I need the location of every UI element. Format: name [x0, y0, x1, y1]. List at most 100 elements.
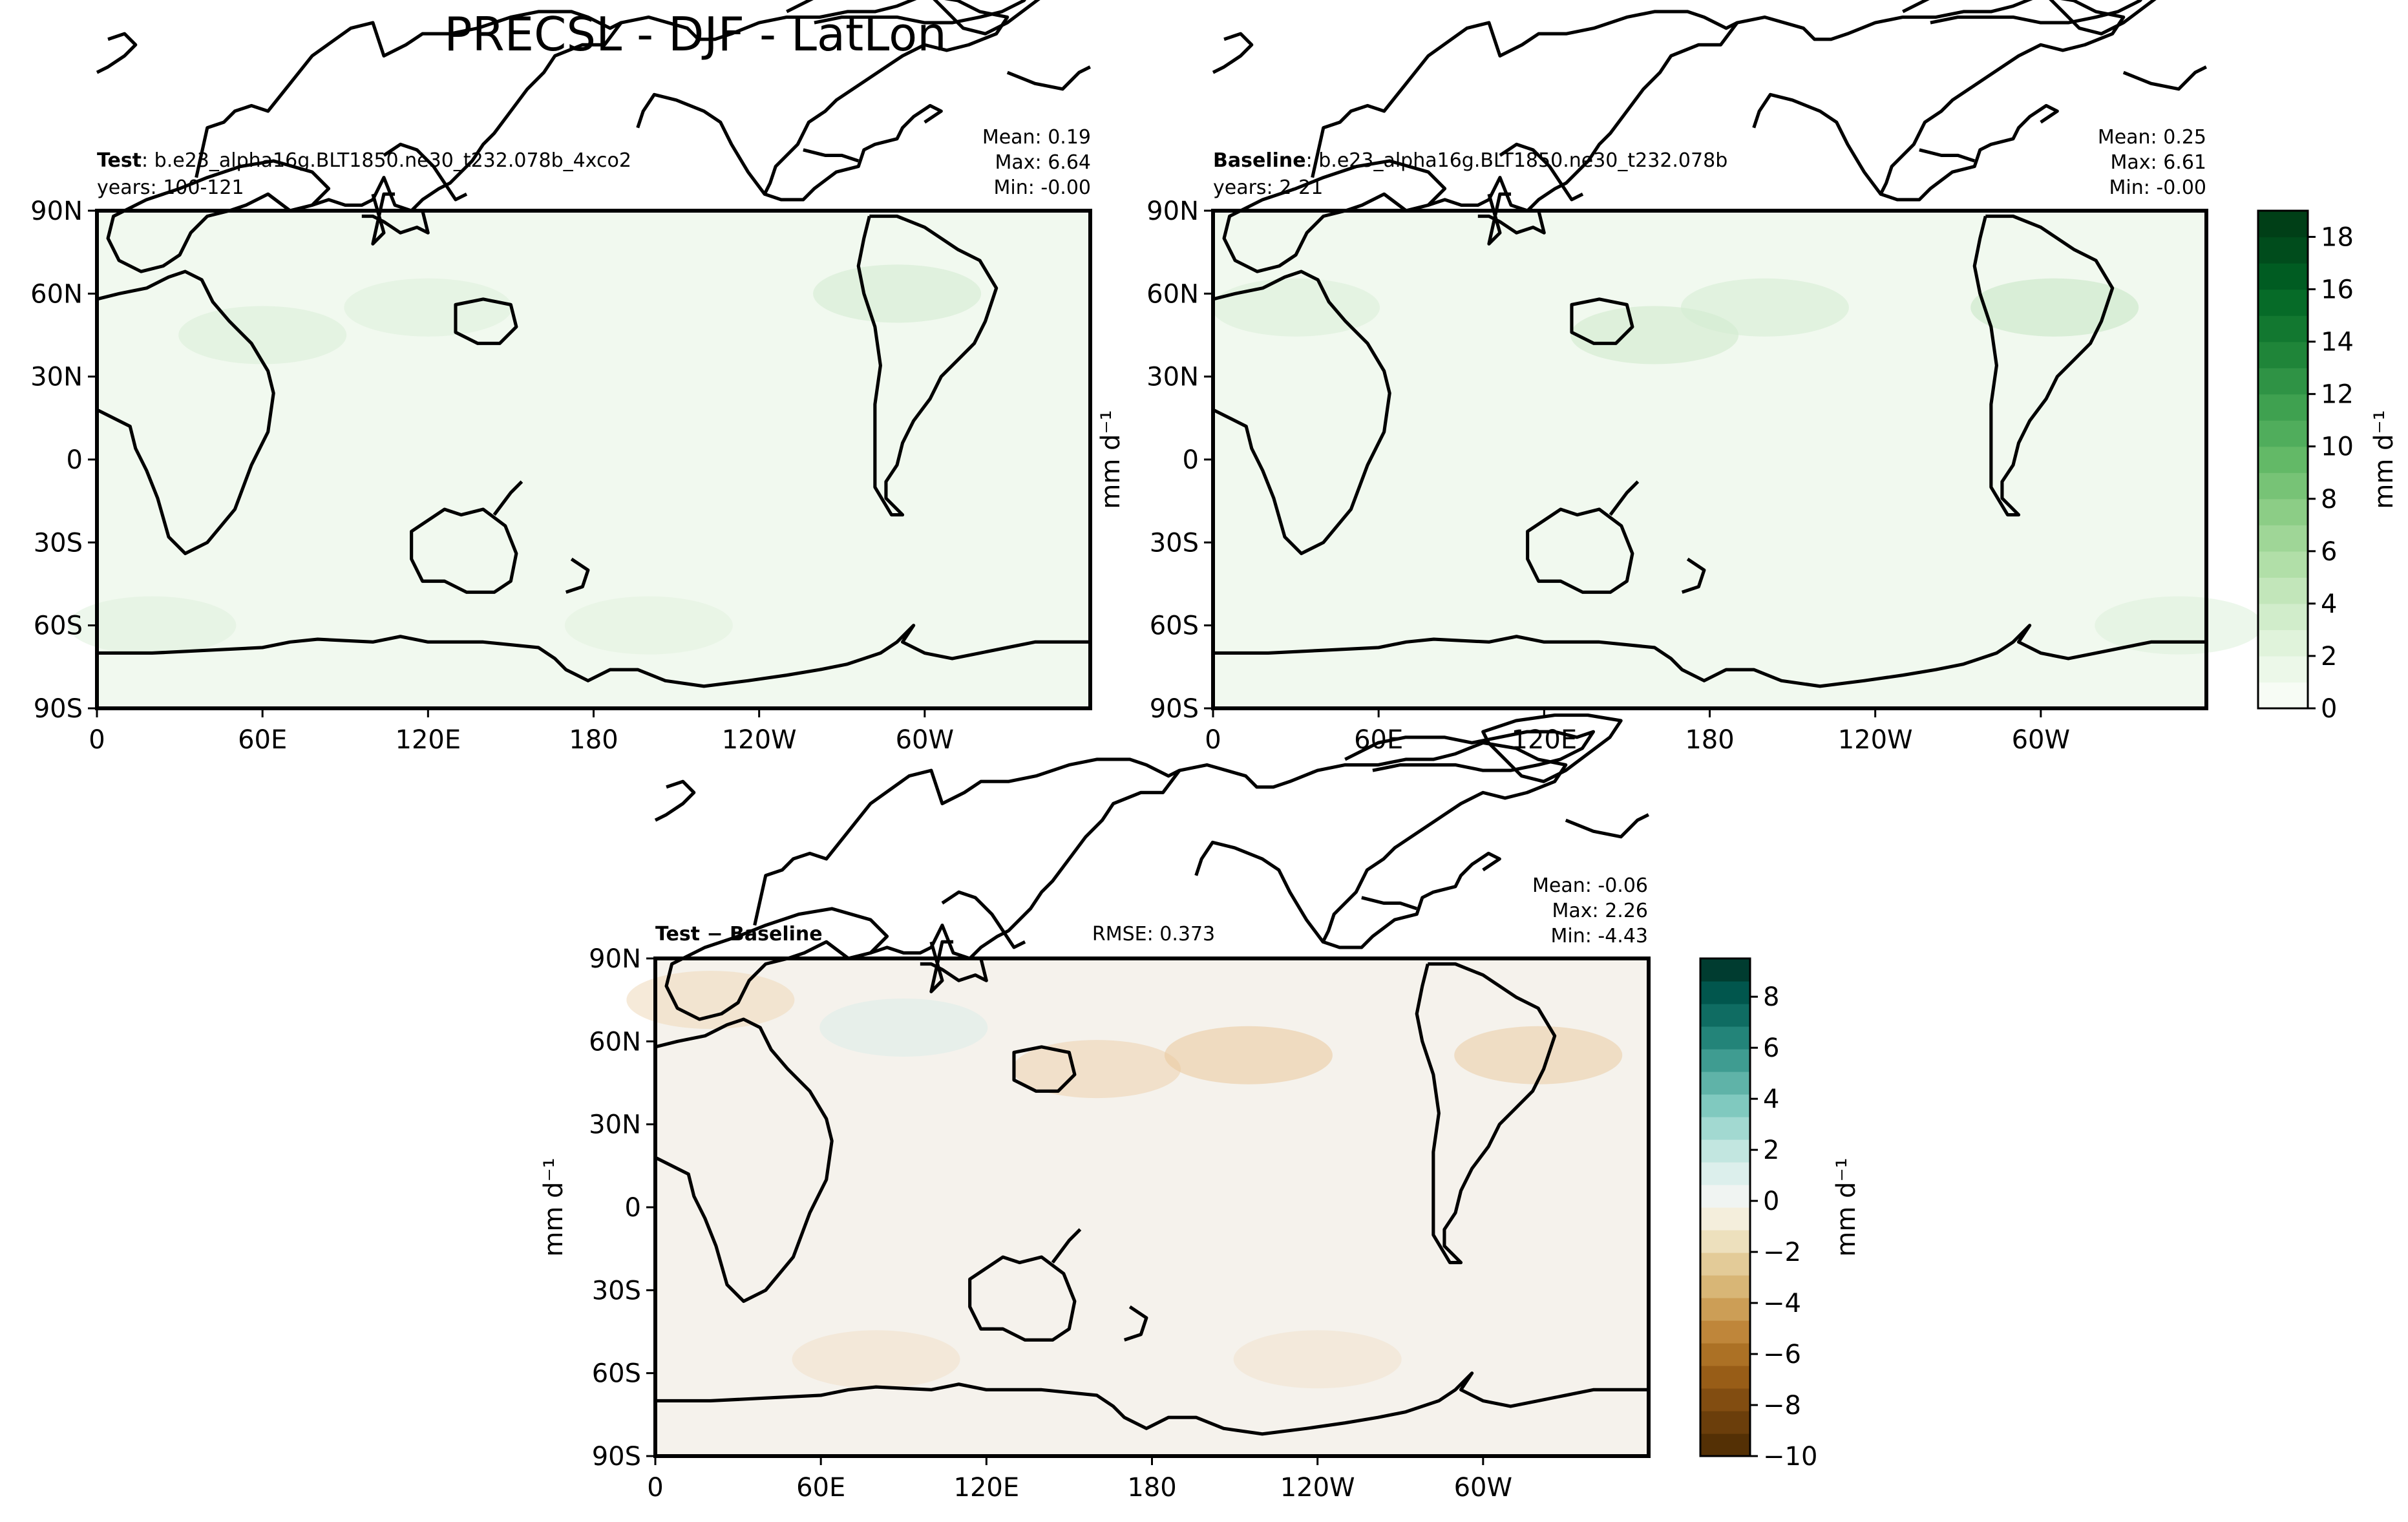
x-tick-label: 120E: [954, 1473, 1020, 1503]
colorbar-bin: [1700, 1388, 1750, 1411]
y-tick-label: 0: [1183, 445, 1199, 475]
baseline-map-features: [1212, 278, 2263, 655]
x-tick-label: 180: [1685, 725, 1734, 755]
colorbar-bin: [1700, 1298, 1750, 1321]
map-feature: [1233, 1330, 1402, 1389]
colorbar-bin: [1700, 1004, 1750, 1027]
colorbar-bin: [1700, 1117, 1750, 1140]
test-years: years: 100-121: [97, 176, 244, 199]
colorbar-bin: [1700, 1433, 1750, 1457]
x-tick-label: 180: [569, 725, 618, 755]
colorbar-bin: [2258, 211, 2308, 238]
colorbar-tick-label: 2: [2321, 642, 2337, 671]
colorbar-bin: [2258, 472, 2308, 500]
difference-map-features: [626, 971, 1623, 1389]
y-tick-label: 30N: [1146, 363, 1199, 392]
baseline-stat-min: Min: -0.00: [2109, 176, 2207, 199]
colorbar-bin: [2258, 394, 2308, 421]
colorbar-bin: [2258, 315, 2308, 343]
map-feature: [2095, 596, 2263, 655]
colorbar-bin: [1700, 1049, 1750, 1072]
colorbar-precip-bins: [2258, 211, 2308, 709]
test-map-features: [68, 264, 982, 655]
y-tick-label: 30S: [1150, 528, 1199, 558]
test-axis-ticks: 0 60E 120E 180 120W 60W 90N 60N 30N 0 30S 60S 90S: [30, 196, 954, 755]
map-feature: [1970, 278, 2139, 337]
colorbar-bin: [2258, 525, 2308, 552]
colorbar-tick-label: −8: [1763, 1391, 1801, 1421]
colorbar-bin: [1700, 1366, 1750, 1389]
map-feature: [1212, 278, 1380, 337]
map-feature: [1013, 1040, 1181, 1099]
x-tick-label: 0: [647, 1473, 663, 1503]
colorbar-difference-label: mm d⁻¹: [1832, 1157, 1861, 1256]
colorbar-tick-label: 6: [1763, 1033, 1779, 1063]
colorbar-precip-label: mm d⁻¹: [2369, 410, 2399, 509]
colorbar-bin: [1700, 1411, 1750, 1434]
colorbar-tick-label: 6: [2321, 537, 2337, 567]
colorbar-bin: [1700, 1343, 1750, 1366]
colorbar-difference-frame: [1699, 957, 1751, 1457]
colorbar-bin: [1700, 1252, 1750, 1276]
map-feature: [813, 264, 982, 323]
colorbar-tick-label: 0: [2321, 694, 2337, 724]
map-feature: [564, 596, 733, 655]
colorbar-difference-ticks: 8 6 4 2 0 −2 −4 −6 −8 −10: [1750, 982, 1817, 1472]
y-tick-label: 30S: [592, 1276, 641, 1305]
map-feature: [819, 998, 988, 1057]
colorbar-bin: [2258, 603, 2308, 631]
y-tick-label: 30N: [589, 1110, 641, 1140]
x-tick-label: 0: [89, 725, 105, 755]
y-tick-label: 90N: [1146, 196, 1199, 226]
x-tick-label: 120E: [396, 725, 461, 755]
y-tick-label: 60N: [589, 1027, 641, 1057]
colorbar-bin: [1700, 1094, 1750, 1117]
test-panel-title: Test: b.e23_alpha16g.BLT1850.ne30_t232.0…: [97, 149, 631, 172]
colorbar-tick-label: −10: [1763, 1442, 1817, 1472]
difference-stat-max: Max: 2.26: [1552, 900, 1648, 922]
colorbar-bin: [2258, 655, 2308, 683]
map-feature: [1680, 278, 1849, 337]
x-tick-label: 120W: [1280, 1473, 1355, 1503]
difference-ylabel: mm d⁻¹: [539, 1157, 569, 1256]
colorbar-bin: [2258, 341, 2308, 368]
colorbar-tick-label: 0: [1763, 1187, 1779, 1216]
colorbar-bin: [1700, 1185, 1750, 1208]
baseline-panel-title: Baseline: b.e23_alpha16g.BLT1850.ne30_t2…: [1213, 149, 1727, 172]
y-tick-label: 30S: [34, 528, 83, 558]
difference-axis-ticks: 0 60E 120E 180 120W 60W 90N 60N 30N 0 30S 60S 90S: [589, 944, 1512, 1503]
y-tick-label: 0: [67, 445, 83, 475]
colorbar-tick-label: 18: [2321, 223, 2354, 253]
colorbar-bin: [1700, 1026, 1750, 1050]
test-stat-max: Max: 6.64: [995, 151, 1091, 174]
y-tick-label: 60S: [34, 611, 83, 641]
x-tick-label: 60E: [796, 1473, 845, 1503]
colorbar-bin: [1700, 981, 1750, 1004]
x-tick-label: 180: [1127, 1473, 1176, 1503]
baseline-stat-max: Max: 6.61: [2111, 151, 2206, 174]
colorbar-bin: [2258, 682, 2308, 709]
y-tick-label: 90N: [30, 196, 83, 226]
colorbar-bin: [2258, 263, 2308, 290]
colorbar-bin: [2258, 420, 2308, 447]
y-tick-label: 60S: [592, 1359, 641, 1389]
baseline-stat-mean: Mean: 0.25: [2098, 126, 2206, 149]
colorbar-tick-label: −6: [1763, 1340, 1801, 1369]
x-tick-label: 120W: [1838, 725, 1913, 755]
difference-stat-min: Min: -4.43: [1551, 925, 1649, 947]
difference-panel-title: Test − Baseline: [655, 923, 823, 946]
y-tick-label: 90S: [592, 1442, 641, 1472]
colorbar-bin: [2258, 237, 2308, 264]
difference-panel: Test − Baseline RMSE: 0.373 Mean: -0.06 …: [539, 715, 1651, 1503]
baseline-years: years: 2-21: [1213, 176, 1323, 199]
x-tick-label: 60W: [1454, 1473, 1512, 1503]
baseline-title-text: : b.e23_alpha16g.BLT1850.ne30_t232.078b: [1306, 149, 1728, 172]
colorbar-tick-label: 2: [1763, 1136, 1779, 1165]
difference-rmse: RMSE: 0.373: [1092, 923, 1215, 946]
test-title-bold: Test: [97, 149, 142, 172]
colorbar-tick-label: 16: [2321, 275, 2354, 305]
map-feature: [1164, 1026, 1333, 1084]
colorbar-difference-bins: [1700, 958, 1750, 1457]
